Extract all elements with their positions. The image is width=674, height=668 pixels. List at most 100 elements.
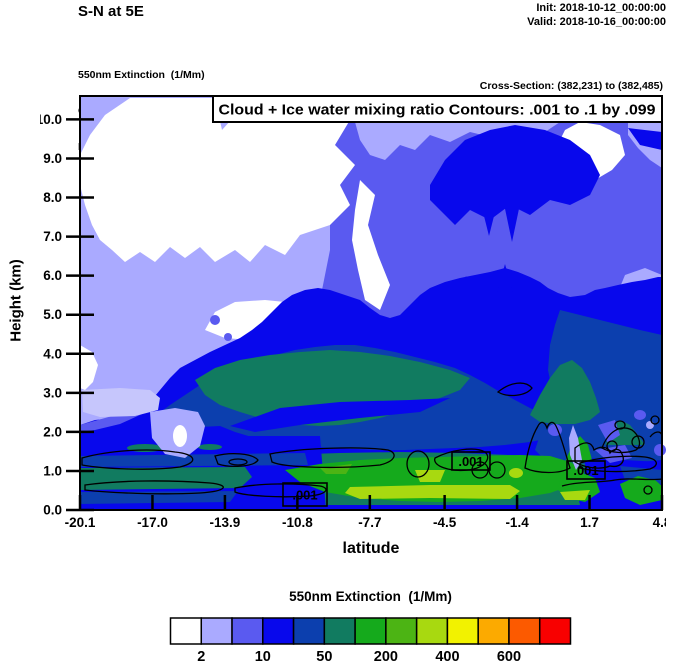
filled-contour-field: [80, 96, 666, 510]
contour-line-15: [643, 485, 653, 495]
field-region-violet-dot1: [210, 315, 220, 325]
contour-line-3: [269, 447, 395, 469]
x-axis-label: latitude: [342, 540, 400, 557]
field-region-blue-slash: [230, 398, 450, 432]
contour-label-box-0: [282, 482, 328, 507]
plot-title-box: Cloud + Ice water mixing ratio Contours:…: [212, 95, 663, 123]
contour-label-box-2: [566, 460, 606, 480]
field-region-green-right2: [620, 476, 662, 505]
field-region-violet-speck4: [654, 444, 666, 456]
x-tick-label: 4.8: [653, 515, 666, 530]
field-region-white-leftwedge: [80, 345, 98, 390]
colorbar-label-600: 600: [497, 649, 521, 665]
colorbar-cell-8: [415, 617, 449, 645]
field-region-blue-tower2: [492, 264, 518, 330]
contour-line-20: [496, 382, 533, 397]
field-region-blue-finger1: [482, 208, 496, 236]
contour-label-2: .001: [573, 463, 598, 478]
plot-title-rect: [212, 95, 663, 123]
y-tick-label: 0.0: [43, 503, 62, 518]
field-region-white-upperleft: [80, 98, 355, 262]
cross-section-label: Cross-Section: (382,231) to (382,485): [479, 80, 663, 92]
y-axis-label: Height (km): [7, 259, 25, 342]
contour-label-boxes: .001 .001 .001: [282, 451, 606, 507]
y-tick-label: 1.0: [43, 463, 62, 478]
colorbar-cell-12: [538, 617, 572, 645]
contour-label-0: .001: [292, 488, 317, 503]
colorbar-label-50: 50: [316, 649, 332, 665]
field-region-navy-stripe2: [80, 491, 238, 504]
x-tick-label: -20.1: [65, 515, 96, 530]
cross-section-plot: .001 .001 .001 -20.1 -17.0 -13.9 -10.8 -7.7 -4.…: [40, 95, 666, 530]
colorbar-label-200: 200: [374, 649, 398, 665]
colorbar-cell-0: [169, 617, 203, 645]
contour-line-19: [234, 483, 327, 498]
colorbar-cell-10: [477, 617, 510, 645]
field-region-violet-sliver-left: [80, 402, 150, 432]
y-tick-label: 7.0: [43, 229, 62, 244]
field-region-yellowgreen-right: [560, 490, 590, 500]
field-region-white-crescent: [352, 180, 390, 310]
contour-line-8: [488, 461, 506, 479]
contour-line-2: [228, 458, 248, 466]
contour-line-4: [406, 450, 430, 478]
colorbar-cell-2: [231, 617, 264, 645]
field-region-yellowgreen-dot: [509, 468, 523, 478]
contour-line-5: [434, 448, 489, 472]
field-region-midgreen-patch2: [320, 464, 352, 474]
colorbar-cell-9: [446, 617, 479, 645]
contour-label-box-1: [451, 451, 491, 471]
x-tick-label: -4.5: [433, 515, 457, 530]
x-tick-label: -1.4: [505, 515, 529, 530]
plot-title: Cloud + Ice water mixing ratio Contours:…: [219, 102, 656, 119]
colorbar-cell-1: [200, 617, 233, 645]
colorbar-cell-3: [262, 617, 295, 645]
colorbar-label-400: 400: [435, 649, 459, 665]
y-tick-label: 6.0: [43, 268, 62, 283]
y-tick-label: 10.0: [40, 112, 62, 127]
contour-line-0: [81, 449, 194, 470]
field-region-lavender-speck: [646, 421, 654, 429]
x-tick-label: -17.0: [137, 515, 168, 530]
colorbar-cell-4: [292, 617, 326, 645]
init-time: Init: 2018-10-12_00:00:00: [536, 2, 666, 14]
field-region-violet-dot2: [224, 333, 232, 341]
layer-extinction: 550nm Extinction (1/Mm): [78, 69, 205, 81]
y-tick-label: 5.0: [43, 307, 62, 322]
contour-line-17: [650, 415, 660, 425]
y-tick-label: 4.0: [43, 346, 62, 361]
colorbar-cells: [169, 617, 572, 645]
contour-line-18: [84, 480, 224, 495]
colorbar-label-2: 2: [197, 649, 205, 665]
contour-line-1: [214, 453, 259, 467]
contour-line-21: [601, 427, 641, 454]
field-region-white-spot: [173, 425, 187, 447]
field-region-yellowgreen-patch: [415, 470, 445, 482]
field-region-teal-dash2: [198, 444, 222, 450]
page-title: S-N at 5E: [78, 3, 144, 20]
x-tick-label: -10.8: [282, 515, 313, 530]
x-tick-label: -13.9: [210, 515, 241, 530]
contour-line-9: [574, 442, 624, 469]
y-tick-label: 8.0: [43, 190, 62, 205]
field-region-blue-wedge-tr: [628, 128, 662, 150]
contour-line-10: [579, 455, 657, 473]
field-region-violet-speck3: [634, 410, 646, 420]
contour-line-12: [631, 435, 645, 449]
field-region-teal-stripeleft: [80, 467, 252, 490]
y-tick-label: 2.0: [43, 424, 62, 439]
contour-line-11: [606, 440, 618, 452]
run-times: Init: 2018-10-12_00:00:00 Valid: 2018-10…: [527, 2, 666, 29]
field-region-blue-tower3: [523, 298, 544, 335]
field-region-teal-rightmound: [530, 360, 600, 424]
colorbar-cell-11: [508, 617, 541, 645]
contour-line-16: [614, 420, 626, 430]
field-region-blue-finger2: [504, 204, 520, 242]
contour-line-14: [561, 478, 663, 487]
colorbar-cell-7: [385, 617, 418, 645]
field-region-blue-topblob: [430, 125, 600, 225]
colorbar-label-10: 10: [255, 649, 271, 665]
field-region-blue-tower1: [452, 276, 479, 330]
colorbar-cell-5: [323, 617, 356, 645]
